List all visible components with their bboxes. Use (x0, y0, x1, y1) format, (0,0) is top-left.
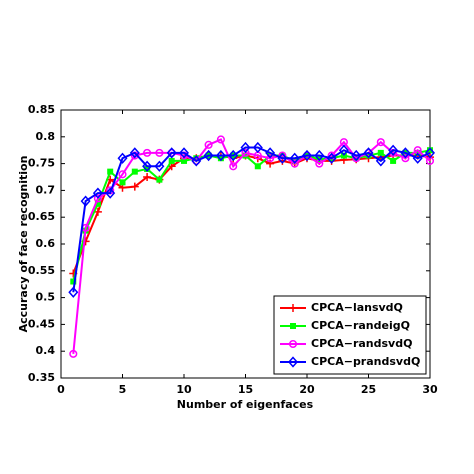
data-point (215, 149, 226, 162)
data-point (289, 152, 300, 164)
y-tick-label: 0.7 (36, 183, 56, 196)
data-point (204, 140, 213, 149)
data-point (131, 168, 138, 175)
x-tick-label: 15 (238, 383, 253, 396)
data-point (376, 138, 385, 147)
legend-label: CPCA−randsvdQ (311, 337, 412, 350)
data-point (203, 149, 214, 162)
y-tick-label: 0.65 (28, 210, 55, 223)
data-point (388, 144, 399, 156)
data-point (326, 152, 337, 164)
y-tick-label: 0.8 (36, 130, 56, 143)
x-tick-label: 20 (299, 383, 315, 396)
y-tick-label: 0.4 (36, 344, 56, 357)
data-point (229, 162, 238, 171)
data-point (277, 152, 288, 164)
x-axis-label: Number of eigenfaces (177, 398, 314, 411)
y-tick-label: 0.75 (28, 157, 55, 170)
legend-marker (288, 339, 298, 349)
data-point (80, 195, 91, 207)
legend-marker (287, 356, 299, 368)
data-point (144, 165, 151, 172)
data-point (301, 149, 313, 162)
legend-marker (290, 323, 296, 329)
data-point (338, 144, 349, 156)
data-point (412, 152, 423, 164)
data-point (130, 182, 139, 191)
x-tick-label: 30 (422, 383, 438, 396)
y-axis-label: Accuracy of face recognition (17, 156, 30, 333)
data-point (156, 176, 163, 183)
y-tick-label: 0.35 (28, 371, 55, 384)
data-point (119, 179, 126, 186)
data-point (228, 149, 239, 162)
data-point (168, 157, 175, 164)
data-point (377, 149, 384, 156)
x-tick-label: 10 (176, 383, 192, 396)
data-point (178, 147, 190, 159)
data-point (142, 160, 153, 172)
data-point (143, 173, 152, 181)
legend-label: CPCA−lansvdQ (311, 301, 403, 314)
data-point (240, 141, 251, 154)
data-point (191, 155, 202, 167)
data-point (69, 349, 78, 358)
data-point (400, 147, 411, 159)
legend-marker (289, 304, 297, 312)
y-tick-label: 0.85 (28, 103, 55, 116)
x-tick-label: 5 (119, 383, 127, 396)
data-point (241, 148, 250, 157)
data-point (427, 147, 433, 154)
data-point (290, 159, 299, 168)
data-point (118, 170, 127, 179)
data-point (401, 154, 410, 163)
data-point (154, 160, 165, 172)
data-point (390, 157, 397, 164)
data-point (217, 155, 224, 162)
data-point (265, 147, 276, 159)
legend-label: CPCA−randeigQ (311, 319, 410, 332)
data-point (129, 147, 140, 159)
data-point (143, 148, 152, 157)
data-point (166, 147, 177, 159)
x-tick-label: 0 (57, 383, 65, 396)
legend-label: CPCA−prandsvdQ (311, 355, 420, 368)
data-point (94, 200, 101, 207)
data-point (93, 194, 102, 203)
data-point (254, 163, 261, 170)
x-tick-label: 25 (361, 383, 376, 396)
data-point (424, 147, 436, 159)
data-point (105, 187, 116, 199)
data-point (92, 187, 103, 199)
y-tick-label: 0.6 (36, 237, 56, 250)
data-point (155, 148, 164, 157)
data-point (117, 152, 128, 164)
data-point (375, 155, 386, 167)
data-point (107, 168, 114, 175)
data-point (216, 135, 225, 144)
data-point (181, 157, 187, 164)
data-point (266, 154, 275, 163)
data-point (314, 149, 325, 162)
data-point (351, 149, 362, 162)
y-tick-label: 0.55 (28, 264, 55, 277)
data-point (363, 147, 374, 159)
y-tick-label: 0.45 (28, 317, 55, 330)
data-point (252, 141, 263, 154)
data-point (70, 278, 77, 285)
y-tick-label: 0.5 (36, 291, 56, 304)
data-point (68, 286, 79, 298)
